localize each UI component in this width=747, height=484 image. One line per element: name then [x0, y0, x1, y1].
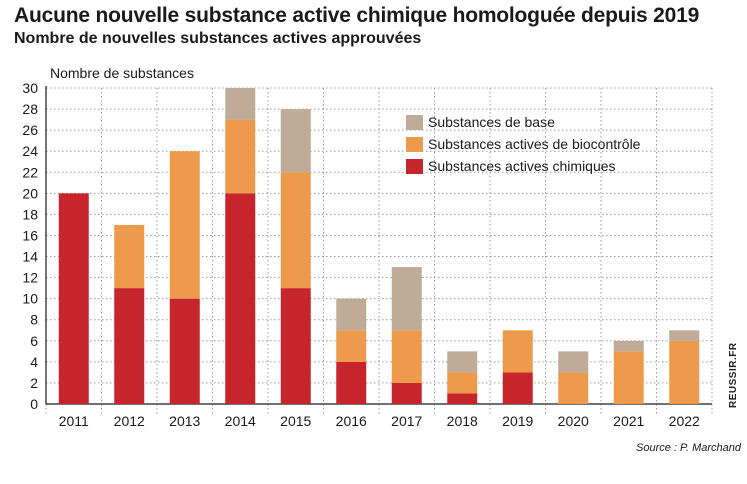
y-tick-label: 24 — [22, 143, 38, 159]
bar-substances-actives-de-biocontrole-2012 — [114, 224, 145, 289]
x-tick-label: 2021 — [613, 413, 644, 429]
bar-substances-actives-chimiques-2017 — [391, 382, 422, 404]
legend-swatch — [406, 137, 423, 152]
y-tick-label: 18 — [22, 206, 38, 222]
x-tick-label: 2016 — [336, 413, 367, 429]
bar-substances-actives-chimiques-2018 — [447, 393, 478, 404]
bar-substances-actives-de-biocontrole-2016 — [336, 330, 367, 362]
x-tick-label: 2019 — [502, 413, 533, 429]
bar-substances-actives-de-biocontrole-2013 — [169, 151, 200, 299]
bar-substances-actives-chimiques-2019 — [502, 372, 533, 404]
bar-substances-actives-chimiques-2013 — [169, 298, 200, 404]
y-tick-label: 12 — [22, 270, 38, 286]
y-tick-label: 22 — [22, 164, 38, 180]
bar-substances-de-base-2017 — [391, 267, 422, 331]
bar-substances-de-base-2018 — [447, 351, 478, 373]
bar-substances-actives-chimiques-2014 — [225, 193, 256, 404]
x-tick-label: 2018 — [447, 413, 478, 429]
y-tick-label: 16 — [22, 227, 38, 243]
chart-subtitle: Nombre de nouvelles substances actives a… — [14, 30, 422, 47]
bar-substances-actives-de-biocontrole-2018 — [447, 372, 478, 394]
y-tick-label: 10 — [22, 291, 38, 307]
bar-substances-de-base-2022 — [669, 330, 700, 341]
y-tick-label: 6 — [30, 333, 38, 349]
bar-substances-actives-de-biocontrole-2020 — [558, 372, 589, 404]
legend-label: Substances de base — [428, 114, 555, 130]
y-tick-label: 2 — [30, 375, 38, 391]
x-tick-label: 2013 — [169, 413, 200, 429]
x-tick-label: 2015 — [280, 413, 311, 429]
bar-substances-actives-chimiques-2011 — [58, 193, 89, 404]
bar-substances-de-base-2016 — [336, 298, 367, 331]
x-tick-label: 2011 — [59, 413, 89, 429]
y-tick-label: 4 — [30, 354, 38, 370]
y-tick-label: 30 — [22, 80, 38, 96]
y-tick-label: 0 — [30, 396, 38, 412]
x-tick-label: 2014 — [225, 413, 256, 429]
bar-substances-actives-chimiques-2012 — [114, 288, 145, 404]
bar-substances-de-base-2015 — [280, 109, 311, 173]
chart-title: Aucune nouvelle substance active chimiqu… — [14, 4, 700, 27]
bar-substances-actives-chimiques-2015 — [280, 288, 311, 404]
bar-substances-de-base-2014 — [225, 88, 256, 120]
bar-substances-actives-de-biocontrole-2021 — [613, 351, 644, 404]
y-tick-label: 20 — [22, 185, 38, 201]
bar-substances-de-base-2021 — [613, 340, 644, 352]
bar-substances-actives-de-biocontrole-2015 — [280, 172, 311, 289]
x-tick-label: 2017 — [391, 413, 422, 429]
y-tick-label: 26 — [22, 122, 38, 138]
y-tick-label: 14 — [22, 249, 38, 265]
legend-label: Substances actives de biocontrôle — [428, 136, 641, 152]
legend-swatch — [406, 115, 423, 130]
watermark: REUSSIR.FR — [728, 342, 739, 408]
bar-substances-actives-de-biocontrole-2017 — [391, 330, 422, 383]
bar-substances-actives-chimiques-2016 — [336, 361, 367, 404]
x-tick-label: 2012 — [114, 413, 145, 429]
x-tick-label: 2020 — [558, 413, 589, 429]
bar-substances-de-base-2020 — [558, 351, 589, 373]
x-tick-label: 2022 — [669, 413, 700, 429]
y-tick-label: 8 — [30, 312, 38, 328]
bar-substances-actives-de-biocontrole-2019 — [502, 330, 533, 373]
bar-substances-actives-de-biocontrole-2022 — [669, 340, 700, 404]
y-tick-label: 28 — [22, 101, 38, 117]
legend-swatch — [406, 159, 423, 174]
source-note: Source : P. Marchand — [636, 442, 741, 454]
y-axis-label: Nombre de substances — [50, 65, 194, 81]
legend-label: Substances actives chimiques — [428, 158, 616, 174]
bar-substances-actives-de-biocontrole-2014 — [225, 119, 256, 194]
